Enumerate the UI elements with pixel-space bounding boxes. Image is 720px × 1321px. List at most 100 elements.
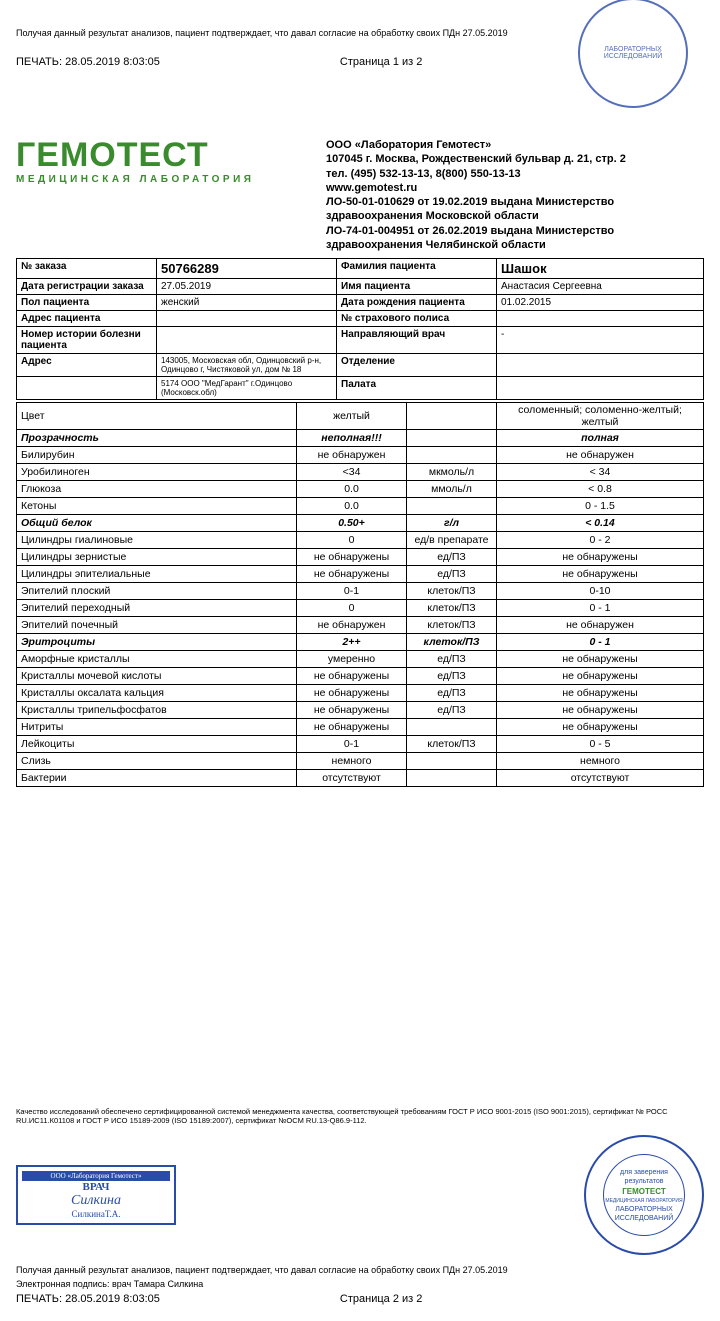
result-value: не обнаружены [297, 719, 407, 736]
table-row: Пол пациента женский Дата рождения пацие… [17, 295, 704, 311]
table-row: Нитритыне обнаруженыне обнаружены [17, 719, 704, 736]
result-ref: 0 - 2 [497, 532, 704, 549]
org-phone: тел. (495) 532-13-13, 8(800) 550-13-13 [326, 167, 704, 181]
table-row: Кристаллы трипельфосфатовне обнаруженыед… [17, 702, 704, 719]
result-unit [407, 753, 497, 770]
value-branch: 5174 ООО "МедГарант" г.Одинцово (Московс… [157, 377, 337, 400]
round-stamp: для заверения результатов ГЕМОТЕСТ МЕДИЦ… [584, 1135, 704, 1255]
table-row: Цилиндры зернистыене обнаруженыед/ПЗне о… [17, 549, 704, 566]
table-row: Кристаллы мочевой кислотыне обнаруженыед… [17, 668, 704, 685]
label-reg: Дата регистрации заказа [17, 279, 157, 295]
result-name: Билирубин [17, 447, 297, 464]
table-row: Уробилиноген<34мкмоль/л< 34 [17, 464, 704, 481]
value-addr: 143005, Московская обл, Одинцовский р-н,… [157, 354, 337, 377]
result-value: отсутствуют [297, 770, 407, 787]
label-doc: Направляющий врач [337, 327, 497, 354]
result-value: желтый [297, 403, 407, 430]
result-unit: ед/ПЗ [407, 651, 497, 668]
result-unit [407, 447, 497, 464]
result-value: не обнаружены [297, 702, 407, 719]
result-value: 0 [297, 600, 407, 617]
stamp-text: ИССЛЕДОВАНИЙ [580, 53, 686, 60]
result-name: Слизь [17, 753, 297, 770]
value-ward [497, 377, 704, 400]
table-row: Слизьнемногонемного [17, 753, 704, 770]
table-row: Лейкоциты0-1клеток/ПЗ0 - 5 [17, 736, 704, 753]
result-value: не обнаружен [297, 447, 407, 464]
result-unit: клеток/ПЗ [407, 583, 497, 600]
result-value: умеренно [297, 651, 407, 668]
label-ward: Палата [337, 377, 497, 400]
value-dept [497, 354, 704, 377]
result-value: не обнаружен [297, 617, 407, 634]
result-unit: клеток/ПЗ [407, 617, 497, 634]
result-value: 0-1 [297, 583, 407, 600]
table-row: Эпителий плоский0-1клеток/ПЗ0-10 [17, 583, 704, 600]
result-unit: ед/ПЗ [407, 549, 497, 566]
table-row: 5174 ООО "МедГарант" г.Одинцово (Московс… [17, 377, 704, 400]
result-name: Лейкоциты [17, 736, 297, 753]
logo-main: ГЕМОТЕСТ [16, 138, 296, 172]
stamp-l1: для заверения [620, 1169, 668, 1176]
value-ins [497, 311, 704, 327]
value-dob: 01.02.2015 [497, 295, 704, 311]
result-ref: не обнаружен [497, 617, 704, 634]
result-unit [407, 430, 497, 447]
result-value: 0-1 [297, 736, 407, 753]
result-ref: не обнаружен [497, 447, 704, 464]
round-stamp-partial: ЛАБОРАТОРНЫХ ИССЛЕДОВАНИЙ [578, 0, 688, 108]
label-hist: Номер истории болезни пациента [17, 327, 157, 354]
result-name: Эпителий переходный [17, 600, 297, 617]
result-name: Аморфные кристаллы [17, 651, 297, 668]
label-fam: Фамилия пациента [337, 259, 497, 279]
value-fam: Шашок [497, 259, 704, 279]
value-name: Анастасия Сергеевна [497, 279, 704, 295]
result-unit [407, 498, 497, 515]
table-row: Эритроциты2++клеток/ПЗ0 - 1 [17, 634, 704, 651]
result-name: Цилиндры гиалиновые [17, 532, 297, 549]
result-unit: ед/ПЗ [407, 702, 497, 719]
result-value: 0.50+ [297, 515, 407, 532]
stamp-sub: МЕДИЦИНСКАЯ ЛАБОРАТОРИЯ [605, 1198, 682, 1204]
table-row: Аморфные кристаллыумеренноед/ПЗне обнару… [17, 651, 704, 668]
result-name: Эритроциты [17, 634, 297, 651]
result-name: Эпителий плоский [17, 583, 297, 600]
stamp-text: ЛАБОРАТОРНЫХ [580, 46, 686, 53]
label-order: № заказа [17, 259, 157, 279]
result-ref: 0-10 [497, 583, 704, 600]
table-row: Цилиндры эпителиальныене обнаруженыед/ПЗ… [17, 566, 704, 583]
print-line-p2: ПЕЧАТЬ: 28.05.2019 8:03:05 Страница 2 из… [16, 1293, 704, 1313]
print-timestamp: ПЕЧАТЬ: 28.05.2019 8:03:05 [16, 56, 160, 68]
result-value: 2++ [297, 634, 407, 651]
label-addr: Адрес [17, 354, 157, 377]
result-ref: < 0.8 [497, 481, 704, 498]
result-unit: ед/в препарате [407, 532, 497, 549]
result-ref: не обнаружены [497, 668, 704, 685]
result-ref: 0 - 1.5 [497, 498, 704, 515]
table-row: Кетоны0.00 - 1.5 [17, 498, 704, 515]
result-ref: отсутствуют [497, 770, 704, 787]
result-ref: полная [497, 430, 704, 447]
table-row: № заказа 50766289 Фамилия пациента Шашок [17, 259, 704, 279]
result-unit [407, 719, 497, 736]
result-name: Цилиндры эпителиальные [17, 566, 297, 583]
table-row: Цилиндры гиалиновые0ед/в препарате0 - 2 [17, 532, 704, 549]
result-unit: г/л [407, 515, 497, 532]
result-name: Эпителий почечный [17, 617, 297, 634]
org-info: ООО «Лаборатория Гемотест» 107045 г. Мос… [326, 138, 704, 252]
logo-sub: МЕДИЦИНСКАЯ ЛАБОРАТОРИЯ [16, 174, 296, 185]
table-row: Бактерииотсутствуютотсутствуют [17, 770, 704, 787]
logo: ГЕМОТЕСТ МЕДИЦИНСКАЯ ЛАБОРАТОРИЯ [16, 138, 296, 252]
result-name: Уробилиноген [17, 464, 297, 481]
result-ref: 0 - 1 [497, 634, 704, 651]
page1-top: ЛАБОРАТОРНЫХ ИССЛЕДОВАНИЙ Получая данный… [16, 28, 704, 68]
table-row: Прозрачностьнеполная!!!полная [17, 430, 704, 447]
doctor-stamp-org: ООО «Лаборатория Гемотест» [22, 1171, 170, 1181]
label-empty [17, 377, 157, 400]
result-unit: ммоль/л [407, 481, 497, 498]
table-row: Дата регистрации заказа 27.05.2019 Имя п… [17, 279, 704, 295]
doctor-stamp-name: СилкинаТ.А. [22, 1209, 170, 1219]
result-unit [407, 403, 497, 430]
label-paddr: Адрес пациента [17, 311, 157, 327]
result-name: Кетоны [17, 498, 297, 515]
